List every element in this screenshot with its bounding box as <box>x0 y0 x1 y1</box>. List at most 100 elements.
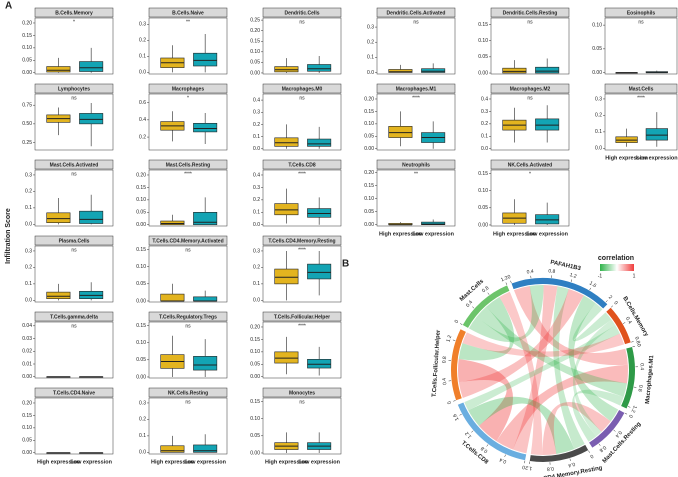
y-tick-label: 0.2 <box>139 417 146 423</box>
significance: ** <box>186 19 190 25</box>
y-tick-label: 0.15 <box>136 247 146 253</box>
sector-tick <box>631 341 634 343</box>
y-tick-label: 0.10 <box>592 22 602 28</box>
chord-link <box>464 325 620 411</box>
panel-title: Macrophages.M0 <box>282 86 323 92</box>
box <box>193 122 218 133</box>
panel-title: T.Cells.CD4.Naive <box>53 390 95 396</box>
y-tick-label: 0.15 <box>250 39 260 45</box>
panel-title: B.Cells.Naive <box>172 10 204 16</box>
sector-tick <box>452 339 456 341</box>
y-tick-label: 0.10 <box>22 425 32 431</box>
box <box>79 61 104 72</box>
sector-tick-label: 1.2 <box>629 404 637 413</box>
y-tick-label: 0.2 <box>25 265 32 271</box>
plot-frame <box>262 169 342 227</box>
box <box>79 113 104 125</box>
y-tick-label: 0.0 <box>595 146 602 152</box>
box <box>274 66 299 73</box>
box <box>645 128 668 141</box>
strip <box>262 7 342 18</box>
y-tick-label: 0.02 <box>22 349 32 355</box>
sector-tick-label: 1.6 <box>588 280 597 289</box>
plot-frame <box>148 245 228 303</box>
sector-arc <box>589 409 625 448</box>
significance: ns <box>527 19 533 25</box>
panel-title: Monocytes <box>289 390 315 396</box>
panel-title: Plasma.Cells <box>59 238 90 244</box>
panel-title: Lymphocytes <box>58 86 90 92</box>
significance: * <box>73 19 75 25</box>
legend-tick-label: 1 <box>633 273 636 279</box>
y-tick-label: 0.0 <box>25 298 32 304</box>
significance: ns <box>185 323 191 329</box>
sector-tick-label: 0.8 <box>546 465 554 472</box>
plot-frame <box>262 321 342 379</box>
significance: ns <box>527 95 533 101</box>
panel-title: Mast.Cells <box>629 86 654 92</box>
y-tick-label: 0.05 <box>22 438 32 444</box>
chord-link <box>476 306 627 397</box>
sector-tick-label: 0.8 <box>480 445 489 454</box>
y-tick-label: 0.20 <box>250 324 260 330</box>
box <box>388 126 413 138</box>
box <box>193 212 218 226</box>
y-tick-label: 0.15 <box>136 323 146 329</box>
strip <box>376 7 456 18</box>
box <box>193 52 218 67</box>
box <box>307 263 332 280</box>
y-tick-label: 0.05 <box>250 433 260 439</box>
y-tick-label: 0.05 <box>136 210 146 216</box>
y-tick-label: 0.1 <box>253 281 260 287</box>
y-tick-label: 0.04 <box>22 323 32 329</box>
sector-tick-label: 0 <box>446 400 453 405</box>
y-tick-label: 0.15 <box>250 399 260 405</box>
sector-tick-label: 0 <box>507 274 512 281</box>
sector-tick <box>622 322 626 324</box>
box <box>46 212 71 224</box>
legend-title: correlation <box>598 255 634 262</box>
chord-link <box>468 396 575 454</box>
sector-tick-label: 0.4 <box>624 316 633 325</box>
chord-link <box>496 364 628 450</box>
chord-link <box>552 286 585 450</box>
panel-title: Dendritic.Cells.Activated <box>387 10 446 16</box>
panel-title: T.Cells.CD4.Memory.Resting <box>268 238 335 244</box>
sector-tick <box>460 323 463 325</box>
sector-tick-label: 0.4 <box>638 363 644 370</box>
legend-tick-label: -1 <box>598 273 603 279</box>
x-tick-label: Low expression <box>636 155 678 161</box>
y-tick-label: 0.2 <box>139 38 146 44</box>
legend-gradient <box>600 264 634 271</box>
sector-tick-label: 0.8 <box>442 356 449 364</box>
y-tick-label: 0.20 <box>250 28 260 34</box>
strip <box>262 235 342 246</box>
y-tick-label: 0.01 <box>22 361 32 367</box>
y-tick-label: 0.3 <box>25 172 32 178</box>
box <box>160 445 185 453</box>
y-tick-label: 0.3 <box>253 248 260 254</box>
y-tick-label: 0.10 <box>478 188 488 194</box>
plot-frame <box>34 397 114 455</box>
y-tick-label: 0.1 <box>367 55 374 61</box>
chord-link <box>499 291 543 455</box>
y-tick-label: 0.0 <box>253 298 260 304</box>
significance: ns <box>71 323 77 329</box>
y-tick-label: 0.15 <box>22 33 32 39</box>
y-tick-label: 0.05 <box>22 58 32 64</box>
sector-tick-label: 1.2 <box>445 334 453 343</box>
box <box>274 137 299 147</box>
y-tick-label: 0.00 <box>364 146 374 152</box>
strip <box>262 311 342 322</box>
strip <box>490 83 570 94</box>
sector-tick-label: 0 <box>627 413 634 418</box>
sector-label: T.Cells.CD4.Memory.Resting <box>523 465 604 477</box>
box <box>193 296 218 302</box>
box <box>274 203 299 216</box>
y-tick-label: 0.00 <box>136 298 146 304</box>
sector-arc <box>606 307 631 345</box>
y-tick-label: 0.3 <box>595 96 602 102</box>
y-tick-label: 0.00 <box>136 222 146 228</box>
y-tick-label: 0.15 <box>478 171 488 177</box>
sector-arc <box>621 346 635 409</box>
